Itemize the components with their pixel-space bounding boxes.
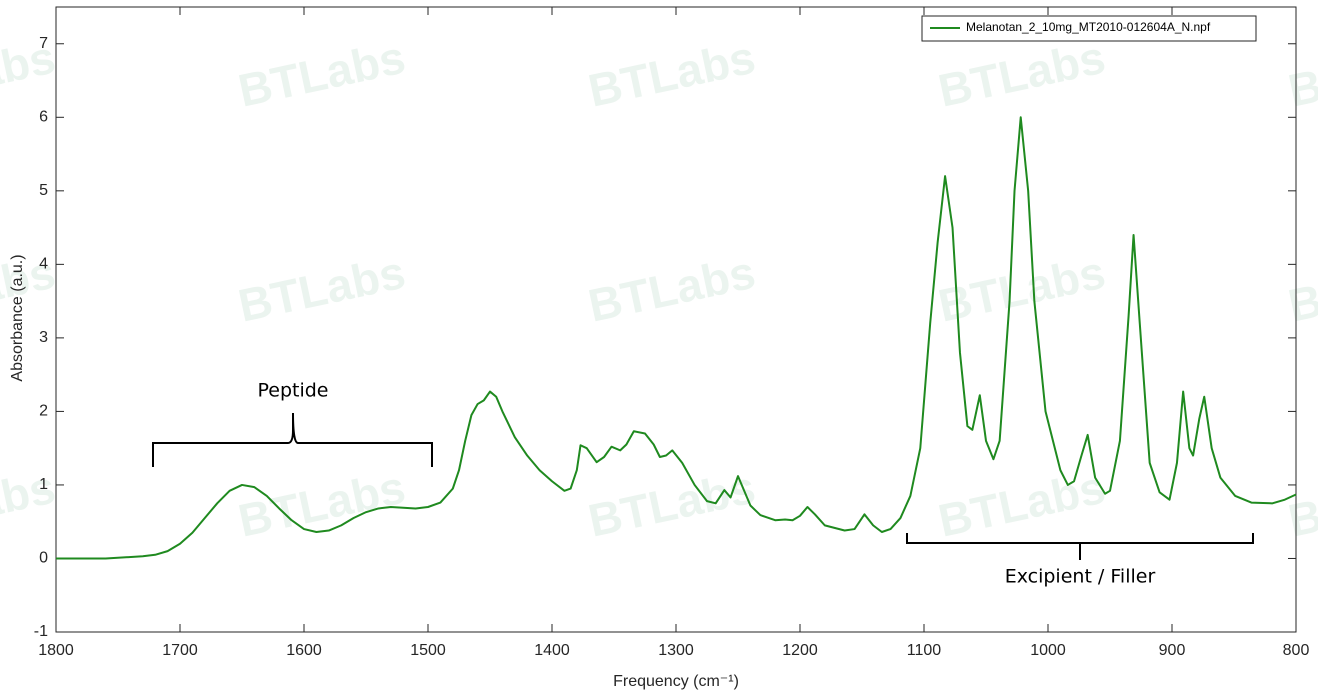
x-tick-label: 1400 (534, 642, 570, 659)
x-tick-label: 1100 (907, 642, 942, 659)
x-tick-label: 1500 (410, 642, 446, 659)
y-tick-label: 0 (39, 550, 48, 567)
y-tick-label: -1 (34, 623, 48, 640)
x-axis-label: Frequency (cm⁻¹) (613, 673, 739, 690)
y-tick-label: 1 (39, 476, 48, 493)
annotation: Peptide (257, 380, 328, 402)
x-tick-label: 1600 (286, 642, 322, 659)
x-tick-label: 1700 (162, 642, 198, 659)
y-tick-label: 4 (39, 256, 48, 273)
x-tick-label: 1800 (38, 642, 74, 659)
y-tick-label: 2 (39, 403, 48, 420)
excipient-bracket (906, 533, 1254, 560)
annotation: Excipient / Filler (1005, 566, 1156, 588)
y-tick-label: 5 (39, 182, 48, 199)
y-tick-label: 3 (39, 329, 48, 346)
spectrum-line (56, 116, 1297, 560)
legend-box (921, 15, 1257, 42)
x-tick-label: 900 (1159, 642, 1186, 659)
x-tick-label: 1300 (658, 642, 694, 659)
y-tick-label: 6 (39, 109, 48, 126)
y-axis-label: Absorbance (a.u.) (9, 254, 26, 381)
legend-label: Melanotan_2_10mg_MT2010-012604A_N.npf (966, 20, 1211, 34)
peptide-bracket (152, 412, 433, 467)
legend: Melanotan_2_10mg_MT2010-012604A_N.npf (921, 15, 1257, 42)
y-tick-label: 7 (39, 35, 48, 52)
x-tick-label: 1000 (1030, 642, 1066, 659)
x-tick-label: 800 (1283, 642, 1310, 659)
x-tick-label: 1200 (782, 642, 818, 659)
